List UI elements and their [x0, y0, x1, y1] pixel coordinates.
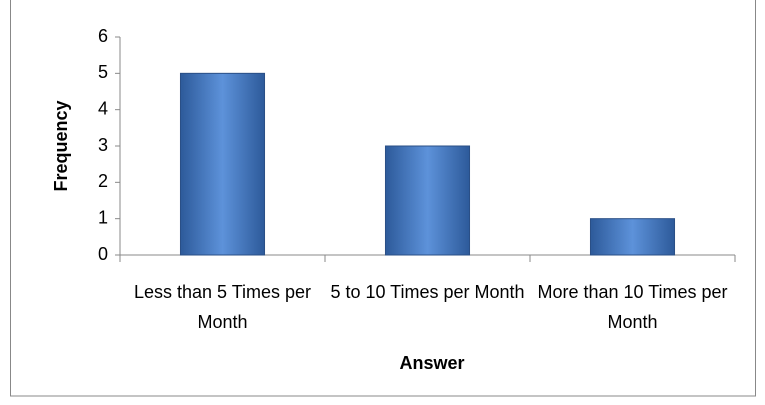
y-tick-label: 0 — [98, 244, 108, 264]
y-tick-label: 6 — [98, 26, 108, 46]
x-axis-label: Answer — [399, 353, 464, 373]
y-tick-label: 4 — [98, 98, 108, 118]
x-tick-label: Less than 5 Times per Month — [133, 282, 312, 332]
chart-border — [10, 0, 756, 397]
x-tick-label: More than 10 Times per Month — [537, 282, 728, 332]
x-tick-label: 5 to 10 Times per Month — [330, 282, 525, 302]
y-tick-label: 2 — [98, 171, 108, 191]
y-axis-label: Frequency — [51, 100, 71, 191]
bar — [384, 145, 471, 256]
bar — [589, 218, 676, 256]
bar — [179, 72, 266, 256]
y-tick-label: 3 — [98, 135, 108, 155]
y-tick-label: 5 — [98, 62, 108, 82]
y-tick-label: 1 — [98, 207, 108, 227]
